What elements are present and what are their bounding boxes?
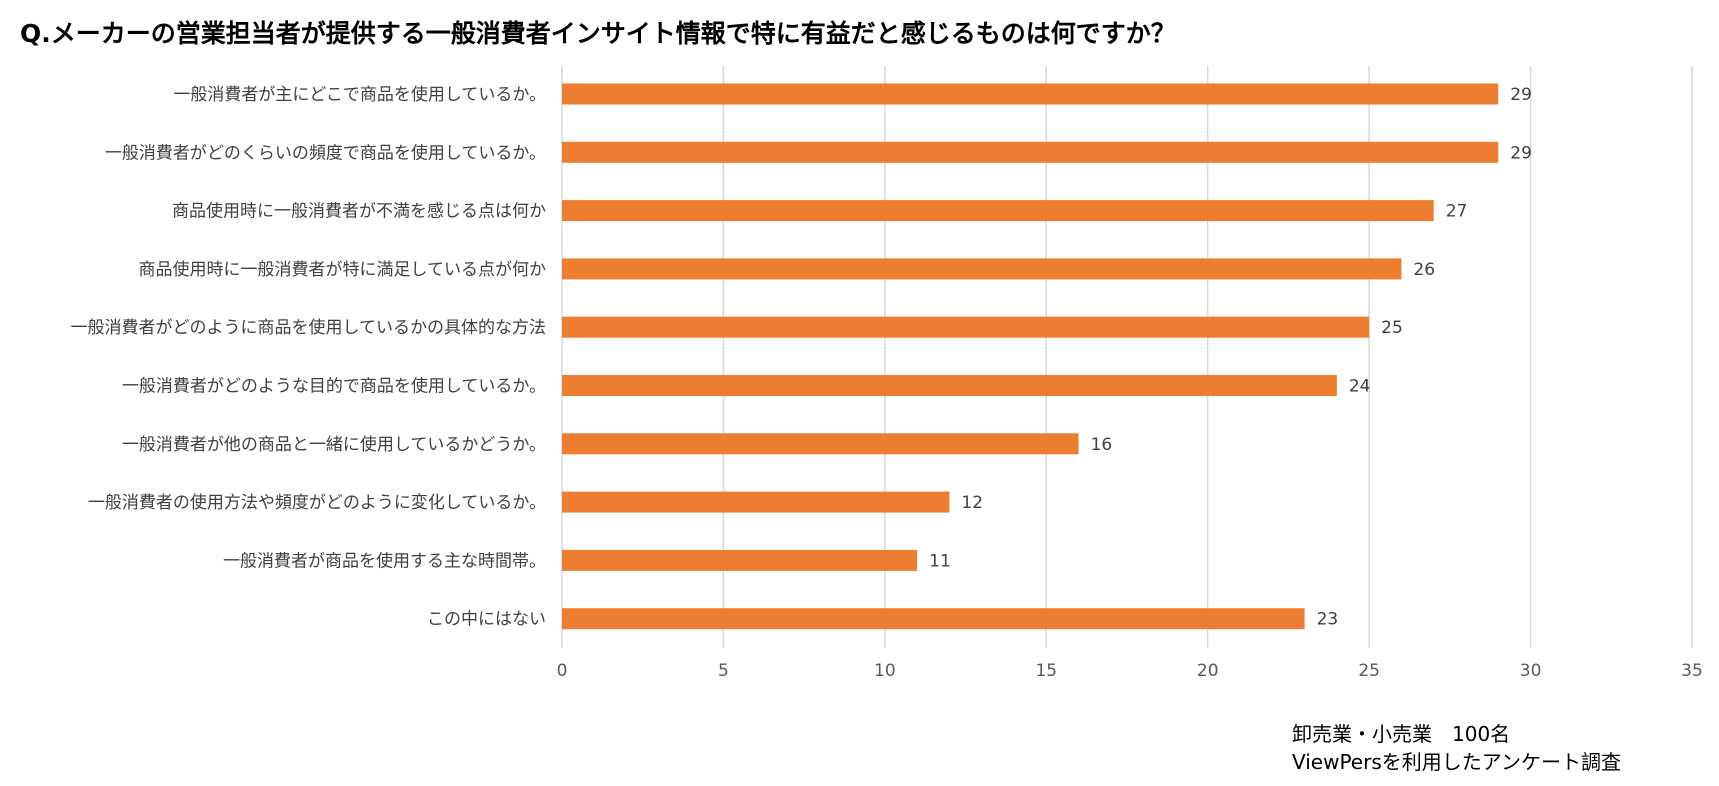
category-label: 商品使用時に一般消費者が特に満足している点が何か [139,259,547,280]
bar [562,491,950,513]
data-label: 26 [1413,260,1435,280]
x-tick-label: 15 [1035,661,1057,681]
category-label: 一般消費者が商品を使用する主な時間帯。 [223,550,546,571]
category-label: 一般消費者がどのような目的で商品を使用しているか。 [122,376,546,397]
data-label: 11 [929,551,951,571]
data-label: 24 [1349,377,1371,397]
chart-title: Q.メーカーの営業担当者が提供する一般消費者インサイト情報で特に有益だと感じるも… [20,19,1176,48]
data-label: 23 [1317,610,1339,630]
category-label: 一般消費者が主にどこで商品を使用しているか。 [173,84,546,105]
x-tick-label: 20 [1197,661,1219,681]
x-tick-label: 30 [1520,661,1542,681]
category-label: 一般消費者がどのくらいの頻度で商品を使用しているか。 [105,142,546,163]
x-tick-label: 35 [1681,661,1703,681]
x-tick-label: 25 [1358,661,1380,681]
bar [562,258,1402,280]
bar [562,83,1499,105]
category-label: 一般消費者の使用方法や頻度がどのように変化しているか。 [88,492,546,513]
data-label: 29 [1510,143,1532,163]
bars [562,83,1499,630]
bar [562,141,1499,163]
sample-note: 卸売業・小売業 100名 [1292,722,1511,746]
bar [562,608,1305,630]
x-tick-label: 0 [557,661,568,681]
x-tick-label: 10 [874,661,896,681]
data-label: 27 [1446,202,1468,222]
data-label: 25 [1381,318,1403,338]
data-label: 16 [1091,435,1113,455]
x-axis-tick-labels: 0 5 10 15 20 25 30 35 [557,661,1703,681]
data-labels: 29 29 27 26 25 24 16 12 11 23 [929,85,1532,630]
grid-lines [561,66,1693,648]
data-label: 29 [1510,85,1532,105]
bar [562,316,1370,338]
bar [562,433,1079,455]
category-label: 一般消費者が他の商品と一緒に使用しているかどうか。 [122,434,546,455]
bar [562,200,1434,222]
category-label: この中にはない [427,610,546,630]
category-label: 一般消費者がどのように商品を使用しているかの具体的な方法 [71,317,547,338]
bar [562,375,1337,396]
survey-source-note: ViewPersを利用したアンケート調査 [1292,750,1621,774]
data-label: 12 [961,493,983,513]
category-labels: 一般消費者が主にどこで商品を使用しているか。一般消費者がどのくらいの頻度で商品を… [71,84,547,630]
bar [562,549,918,571]
x-tick-label: 5 [718,661,729,681]
category-label: 商品使用時に一般消費者が不満を感じる点は何か [172,201,546,222]
